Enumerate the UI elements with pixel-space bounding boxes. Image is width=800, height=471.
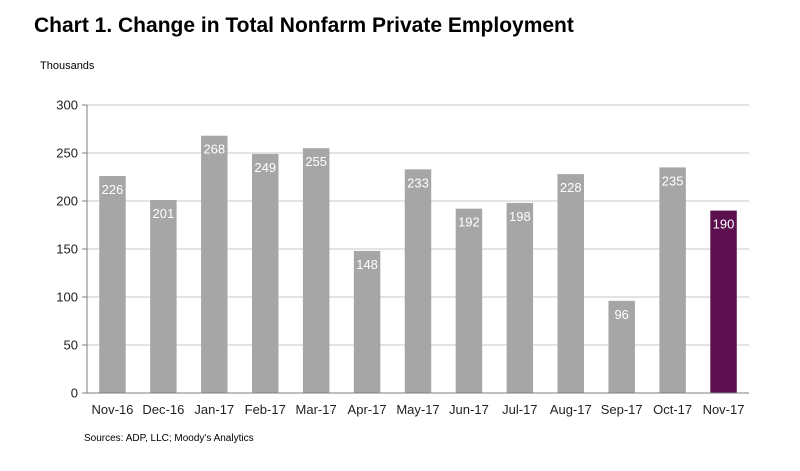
bar-value-label: 148 [356,257,378,272]
y-tick-label: 0 [71,386,78,401]
bar-value-label: 198 [509,209,531,224]
bar-value-label: 228 [560,180,582,195]
bar-nov-16 [99,176,126,393]
x-tick-label: Jan-17 [194,402,234,417]
bar-value-label: 96 [614,307,628,322]
bar-oct-17 [659,167,686,393]
x-tick-label: Nov-17 [703,402,745,417]
x-tick-label: Oct-17 [653,402,692,417]
x-tick-label: Feb-17 [245,402,286,417]
bar-nov-17 [710,210,737,393]
bar-apr-17 [353,250,381,393]
y-tick-label: 150 [56,242,78,257]
bar-sep-17 [608,300,635,393]
bar-aug-17 [557,174,585,393]
bar-value-label: 201 [153,206,175,221]
bar-dec-16 [150,200,177,393]
bar-value-label: 255 [305,154,327,169]
y-tick-label: 300 [56,98,78,113]
bar-value-label: 226 [102,182,124,197]
bar-may-17 [404,169,432,393]
x-tick-label: Dec-16 [142,402,184,417]
bar-mar-17 [302,148,330,393]
bar-feb-17 [251,153,279,393]
axis-layer: 0 50 100 150 200 250 300 Nov-16 Dec-16 Jan-17 Feb-… [56,98,749,417]
x-tick-label: Sep-17 [601,402,643,417]
x-tick-label: Jun-17 [449,402,489,417]
y-axis-units-label: Thousands [40,60,95,72]
x-tick-label: Nov-16 [92,402,134,417]
x-tick-label: Jul-17 [502,402,537,417]
bar-jul-17 [506,202,534,393]
bar-jan-17 [201,135,228,393]
chart-title: Chart 1. Change in Total Nonfarm Private… [34,14,574,37]
x-tick-label: May-17 [396,402,439,417]
y-tick-label: 100 [56,290,78,305]
source-note: Sources: ADP, LLC; Moody's Analytics [84,433,254,444]
x-tick-label: Apr-17 [348,402,387,417]
y-tick-label: 50 [64,338,78,353]
x-tick-label: Mar-17 [296,402,337,417]
bars-layer: 226 201 268 249 255 148 233 192 198 228 96 235 190 [99,135,737,393]
x-tick-label: Aug-17 [550,402,592,417]
bar-value-label: 235 [662,173,684,188]
y-tick-label: 200 [56,194,78,209]
y-tick-label: 250 [56,146,78,161]
bar-value-label: 249 [254,160,276,175]
bar-value-label: 268 [203,142,225,157]
bar-jun-17 [455,208,483,393]
bar-value-label: 233 [407,175,429,190]
bar-value-label: 192 [458,215,480,230]
bar-value-label: 190 [713,217,735,232]
